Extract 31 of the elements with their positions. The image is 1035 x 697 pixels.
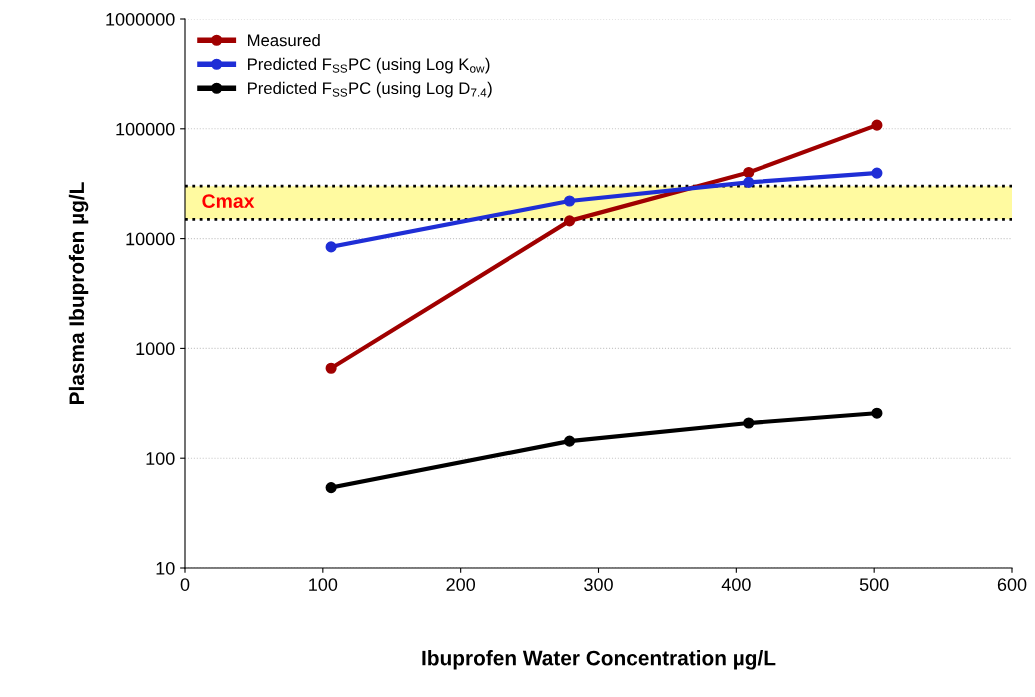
- point: [325, 362, 337, 374]
- y-tick-label: 10000: [126, 232, 175, 246]
- y-tick-label: 100000: [116, 122, 175, 136]
- band-label: Cmax: [202, 194, 255, 208]
- legend-label: Predicted F$_{SS}$PC (using Log D$_{7.4}$): [248, 81, 492, 98]
- y-tick-label: 1000000: [106, 12, 175, 26]
- legend-label: Measured: [248, 34, 320, 47]
- point: [743, 176, 755, 188]
- point: [563, 195, 576, 207]
- y-tick-label: 10: [156, 561, 175, 575]
- x-axis-title: Ibuprofen Water Concentration µg/L: [422, 650, 776, 670]
- x-tick-label: 400: [721, 578, 751, 591]
- point: [871, 119, 883, 131]
- y-axis-title: Plasma Ibuprofen µg/L: [68, 182, 89, 405]
- x-tick-label: 300: [584, 578, 613, 591]
- x-tick-label: 500: [859, 578, 889, 591]
- point: [325, 241, 337, 253]
- point: [563, 435, 576, 447]
- point: [563, 215, 576, 227]
- x-tick-label: 100: [309, 578, 338, 591]
- point: [871, 167, 883, 179]
- x-tick-label: 0: [180, 578, 190, 591]
- x-tick-label: 600: [997, 578, 1027, 591]
- point: [871, 407, 883, 419]
- y-tick-label: 1000: [136, 342, 175, 356]
- legend-label: Predicted F$_{SS}$PC (using Log K$_{ow}$): [248, 57, 490, 74]
- point: [743, 417, 755, 429]
- point: [325, 482, 337, 494]
- y-tick-label: 100: [146, 452, 175, 465]
- point: [743, 166, 755, 179]
- x-tick-label: 200: [446, 578, 476, 591]
